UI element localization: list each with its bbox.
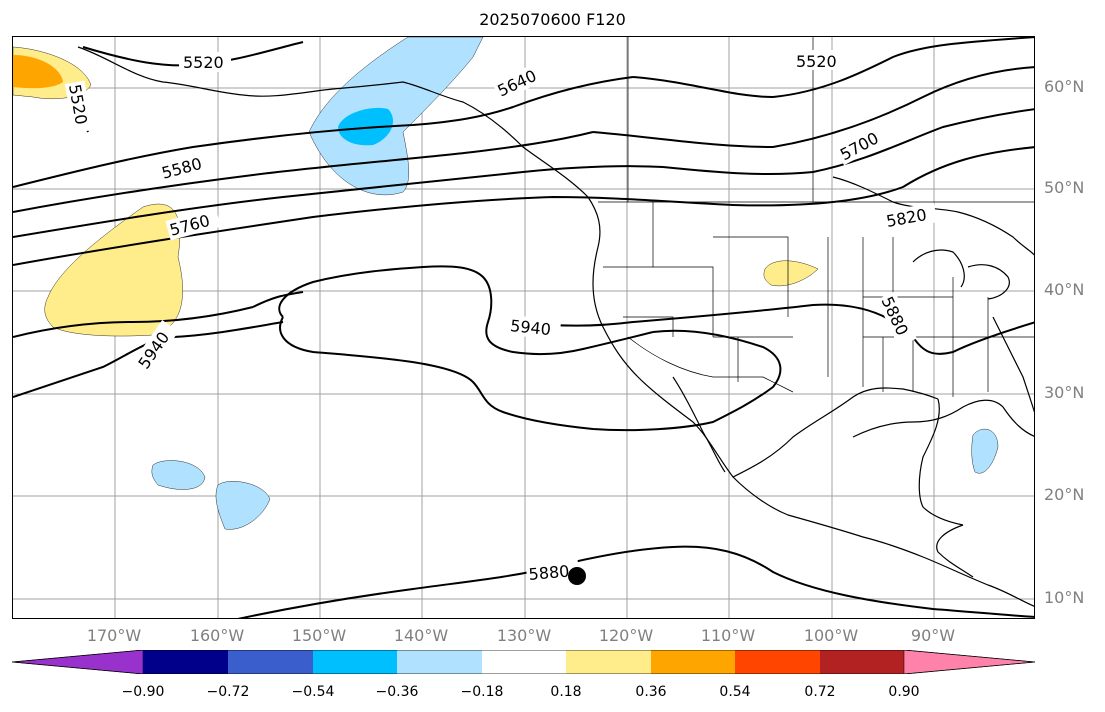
lon-label: 110°W — [700, 626, 756, 645]
lon-label: 160°W — [189, 626, 245, 645]
colorbar-segment — [735, 650, 820, 674]
lon-label: 90°W — [910, 626, 956, 645]
colorbar-segment — [143, 650, 228, 674]
colorbar-tick-label: −0.36 — [375, 684, 419, 700]
contour-label: 5640 — [495, 66, 540, 100]
map-title: 2025070600 F120 — [479, 10, 626, 29]
colorbar-tick-label: 0.72 — [804, 684, 836, 700]
lon-label: 130°W — [496, 626, 552, 645]
lon-label: 140°W — [393, 626, 449, 645]
colorbar-segment — [651, 650, 735, 674]
contour-label: 5580 — [160, 154, 204, 183]
political-borders — [598, 37, 1034, 397]
colorbar-tick-label: 0.54 — [719, 684, 751, 700]
lat-label: 30°N — [1044, 383, 1085, 402]
colorbar-segment — [12, 650, 144, 674]
lat-label: 60°N — [1044, 77, 1085, 96]
colorbar-segment — [482, 650, 566, 674]
graticule — [13, 37, 1034, 618]
lon-label: 120°W — [598, 626, 654, 645]
contour-label: 5820 — [885, 205, 928, 231]
colorbar — [12, 650, 1035, 674]
colorbar-tick-label: 0.18 — [550, 684, 582, 700]
coastlines — [77, 46, 1034, 607]
contour-label: 5520 — [796, 52, 837, 71]
lat-label: 20°N — [1044, 485, 1085, 504]
lon-label: 100°W — [803, 626, 859, 645]
height-contours — [13, 37, 1034, 618]
colorbar-segment — [397, 650, 482, 674]
colorbar-tick-label: −0.18 — [460, 684, 504, 700]
storm-center-marker — [568, 567, 586, 585]
colorbar-segment — [820, 650, 904, 674]
contour-label: 5940 — [509, 316, 551, 339]
map-canvas: 5520 5520 5520 5580 5640 5700 5760 — [13, 37, 1034, 618]
lon-label: 170°W — [86, 626, 142, 645]
colorbar-tick-label: 0.36 — [635, 684, 667, 700]
colorbar-tick-label: −0.72 — [206, 684, 250, 700]
colorbar-segment — [566, 650, 651, 674]
lon-label: 150°W — [291, 626, 347, 645]
lat-label: 40°N — [1044, 280, 1085, 299]
lat-label: 10°N — [1044, 588, 1085, 607]
colorbar-segment — [313, 650, 397, 674]
map-panel: 5520 5520 5520 5580 5640 5700 5760 — [12, 36, 1035, 619]
contour-label: 5520 — [183, 53, 224, 72]
colorbar-tick-label: −0.54 — [291, 684, 335, 700]
colorbar-segment — [228, 650, 313, 674]
colorbar-segment — [903, 650, 1035, 674]
lat-label: 50°N — [1044, 178, 1085, 197]
colorbar-tick-label: 0.90 — [888, 684, 920, 700]
anomaly-shading — [13, 37, 999, 530]
colorbar-tick-label: −0.90 — [121, 684, 165, 700]
contour-label: 5880 — [528, 562, 570, 584]
